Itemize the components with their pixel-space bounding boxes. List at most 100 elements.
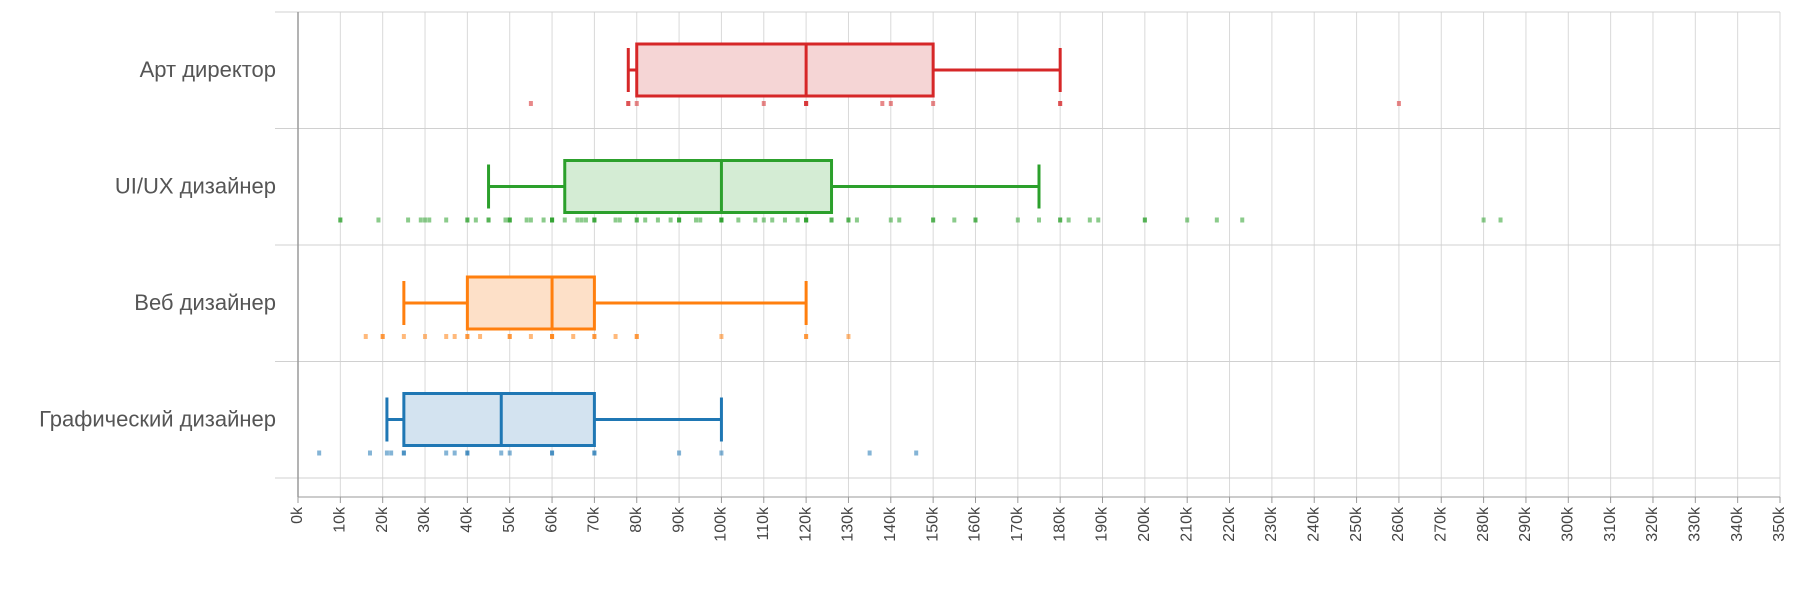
data-point — [1396, 101, 1401, 106]
data-point — [804, 101, 809, 106]
data-point — [719, 450, 724, 456]
data-point — [524, 217, 529, 223]
data-point — [846, 217, 851, 223]
x-tick-label: 140k — [882, 506, 899, 542]
data-point — [829, 217, 834, 223]
data-point — [634, 334, 639, 339]
x-tick-label: 240k — [1305, 506, 1322, 542]
data-point — [617, 217, 622, 223]
x-tick-label: 40k — [459, 506, 476, 533]
x-tick-label: 220k — [1221, 506, 1238, 542]
data-point — [1037, 217, 1041, 223]
category-label: Веб дизайнер — [134, 290, 276, 315]
data-point — [1142, 217, 1147, 223]
data-point — [406, 217, 411, 223]
category-label: Арт директор — [140, 57, 276, 82]
data-point — [1481, 217, 1486, 223]
box-iqr — [402, 392, 596, 447]
data-point — [465, 217, 470, 223]
data-point — [1058, 101, 1063, 106]
data-point — [854, 217, 859, 223]
data-point — [550, 217, 555, 223]
data-point — [571, 334, 576, 339]
data-point — [528, 217, 533, 223]
data-point — [427, 217, 432, 223]
data-point — [1015, 217, 1020, 223]
data-point — [338, 217, 343, 223]
data-point — [401, 334, 406, 339]
data-point — [1087, 217, 1092, 223]
x-tick-label: 290k — [1517, 506, 1534, 542]
data-point — [452, 450, 457, 456]
x-tick-label: 0k — [289, 506, 306, 524]
x-tick-label: 110k — [755, 506, 772, 541]
data-point — [452, 334, 457, 339]
data-point — [478, 334, 483, 339]
data-point — [770, 217, 775, 223]
data-point — [1058, 217, 1063, 223]
x-tick-label: 180k — [1051, 506, 1068, 542]
data-point — [888, 217, 893, 223]
data-point — [677, 450, 682, 456]
x-tick-label: 100k — [713, 506, 730, 542]
x-tick-label: 60k — [543, 506, 560, 533]
x-tick-label: 330k — [1687, 506, 1704, 542]
data-point — [897, 217, 902, 223]
data-point — [782, 217, 787, 223]
data-point — [761, 217, 766, 223]
data-point — [804, 217, 809, 223]
data-point — [952, 217, 957, 223]
x-tick-label: 250k — [1348, 506, 1365, 542]
x-tick-label: 280k — [1475, 506, 1492, 542]
data-point — [677, 217, 682, 223]
x-tick-label: 270k — [1432, 506, 1449, 542]
data-point — [583, 217, 588, 223]
data-point — [465, 334, 470, 339]
box-iqr — [563, 159, 834, 214]
data-point — [562, 217, 567, 223]
data-point — [736, 217, 741, 223]
data-point — [376, 217, 381, 223]
data-point — [795, 217, 800, 223]
box-iqr — [635, 42, 935, 98]
data-point — [753, 217, 758, 223]
data-point — [888, 101, 893, 106]
x-tick-label: 70k — [586, 506, 603, 533]
data-point — [499, 450, 504, 456]
x-tick-label: 190k — [1094, 506, 1111, 542]
x-tick-label: 310k — [1602, 506, 1619, 542]
data-point — [668, 217, 673, 223]
data-point — [694, 217, 699, 223]
data-point — [423, 217, 428, 223]
data-point — [384, 450, 389, 456]
data-point — [1498, 217, 1503, 223]
data-point — [846, 334, 851, 339]
data-point — [592, 334, 597, 339]
data-point — [401, 450, 406, 456]
data-point — [634, 101, 639, 106]
data-point — [1066, 217, 1071, 223]
data-point — [444, 217, 449, 223]
x-tick-label: 50k — [501, 506, 518, 533]
data-point — [528, 334, 533, 339]
x-tick-label: 320k — [1644, 506, 1661, 542]
data-point — [507, 334, 512, 339]
data-point — [367, 450, 372, 456]
x-tick-label: 150k — [924, 506, 941, 542]
data-point — [507, 217, 512, 223]
data-point — [1185, 217, 1190, 223]
data-point — [761, 101, 766, 106]
data-point — [880, 101, 885, 106]
data-point — [389, 450, 394, 456]
x-tick-label: 170k — [1009, 506, 1026, 542]
category-label: UI/UX дизайнер — [115, 173, 276, 198]
x-tick-label: 20k — [374, 506, 391, 533]
data-point — [1096, 217, 1101, 223]
data-point — [486, 217, 491, 223]
data-point — [973, 217, 978, 223]
data-point — [507, 450, 512, 456]
data-point — [1240, 217, 1245, 223]
data-point — [380, 334, 385, 339]
